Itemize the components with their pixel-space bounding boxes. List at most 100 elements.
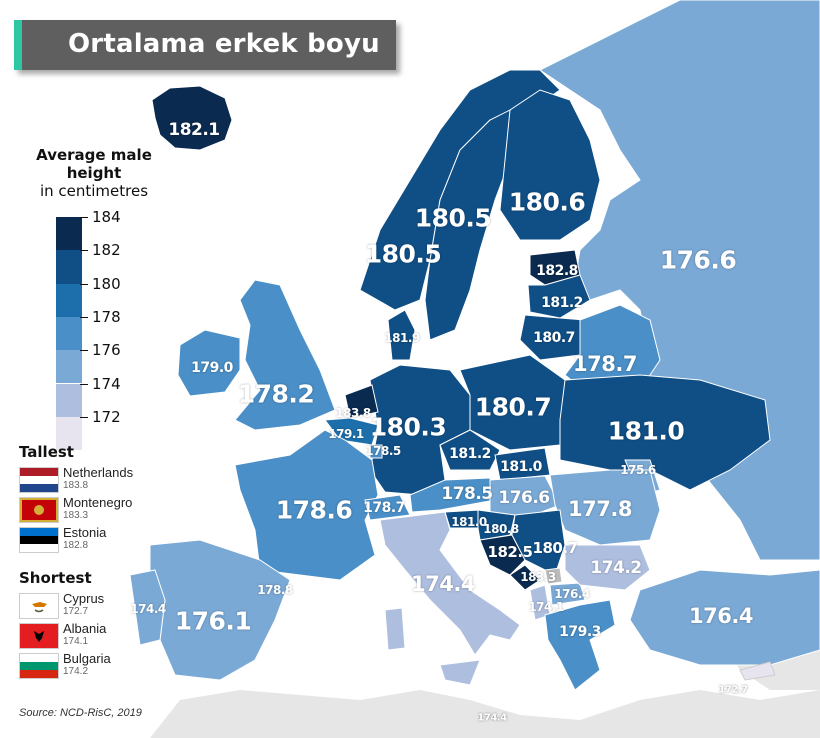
entry-value: 172.7 — [63, 606, 89, 617]
entry-country: Montenegro — [63, 495, 133, 510]
source-note: Source: NCD-RisC, 2019 — [19, 707, 142, 719]
legend-tick — [80, 283, 88, 285]
value-portugal: 174.4 — [130, 602, 166, 616]
albania-flag-icon — [19, 623, 59, 649]
value-lithuania: 180.7 — [533, 330, 575, 346]
entry-country: Estonia — [63, 525, 107, 540]
value-andorra: 178.8 — [257, 583, 293, 597]
legend-tick — [80, 350, 88, 352]
value-ireland: 179.0 — [191, 360, 233, 376]
legend-color-band — [56, 283, 82, 317]
legend-tick — [80, 416, 88, 418]
land-africa — [150, 690, 820, 738]
ranking-entry: Cyprus 172.7 — [19, 591, 169, 621]
value-finland: 180.6 — [508, 187, 586, 217]
region-switzerland — [364, 494, 411, 521]
value-latvia: 181.2 — [541, 295, 583, 311]
value-france: 178.6 — [275, 495, 353, 525]
legend-color-band — [56, 316, 82, 351]
region-greece — [544, 599, 616, 691]
value-bulgaria: 174.2 — [590, 558, 642, 578]
region-sicily — [439, 659, 481, 686]
legend-title-bold: Average male height — [36, 146, 152, 182]
entry-country: Netherlands — [63, 465, 134, 480]
region-ukraine — [559, 374, 771, 491]
ranking-entry: Estonia 182.8 — [19, 525, 169, 555]
value-uk: 178.2 — [237, 379, 315, 409]
ranking-entry: Albania 174.1 — [19, 621, 169, 651]
entry-country: Albania — [63, 621, 107, 636]
legend-tick-label: 182 — [92, 241, 121, 260]
region-ireland — [177, 329, 241, 397]
region-cyprus — [739, 661, 776, 681]
value-malta: 174.4 — [477, 712, 507, 724]
legend-tick-label: 178 — [92, 307, 121, 326]
value-albania: 174.1 — [528, 600, 564, 614]
cyprus-flag-icon — [19, 593, 59, 619]
ranking-entry: Netherlands 183.8 — [19, 465, 169, 495]
region-luxembourg — [369, 444, 383, 459]
legend-color-band — [56, 416, 82, 451]
entry-country: Bulgaria — [63, 651, 111, 666]
legend-title-normal: in centimetres — [39, 182, 149, 200]
region-uk — [234, 279, 336, 431]
value-norway: 180.5 — [364, 239, 442, 269]
region-czechia — [439, 429, 501, 471]
region-portugal — [129, 569, 166, 646]
ranking-entry: Montenegro 183.3 — [19, 495, 169, 525]
value-spain: 176.1 — [174, 606, 252, 636]
region-iceland — [151, 85, 233, 151]
value-belarus: 178.7 — [573, 352, 637, 376]
entry-value: 182.8 — [63, 540, 89, 551]
region-bosnia — [479, 534, 526, 576]
shortest-heading: Shortest — [19, 569, 92, 587]
value-switzerland: 178.7 — [363, 500, 405, 516]
legend-title: Average male height in centimetres — [20, 146, 168, 200]
value-iceland: 182.1 — [168, 120, 220, 140]
legend-tick — [80, 383, 88, 385]
value-ukraine: 181.0 — [607, 416, 685, 446]
legend-tick-label: 172 — [92, 407, 121, 426]
entry-value: 183.3 — [63, 510, 89, 521]
value-turkey: 176.4 — [689, 604, 753, 628]
value-bosnia: 182.5 — [487, 543, 533, 561]
region-netherlands — [344, 384, 379, 419]
entry-value: 174.1 — [63, 636, 89, 647]
region-france — [234, 429, 379, 581]
legend-color-band — [56, 350, 82, 384]
title-accent — [14, 20, 22, 70]
legend-tick-label: 184 — [92, 208, 121, 226]
entry-country: Cyprus — [63, 591, 105, 606]
value-estonia: 182.8 — [536, 263, 578, 279]
legend-tick-label: 174 — [92, 374, 121, 393]
page-title: Ortalama erkek boyu — [68, 29, 380, 59]
region-montenegro — [509, 564, 541, 591]
value-czechia: 181.2 — [449, 446, 491, 462]
region-north-macedonia — [549, 582, 586, 606]
entry-value: 174.2 — [63, 666, 89, 677]
value-greece: 179.3 — [559, 624, 601, 640]
value-germany: 180.3 — [369, 412, 447, 442]
legend-color-band — [56, 217, 82, 251]
value-cyprus: 172.7 — [718, 684, 748, 696]
ranking-entry: Bulgaria 174.2 — [19, 651, 169, 681]
legend-tick-label: 176 — [92, 341, 121, 360]
value-sweden: 180.5 — [414, 203, 492, 233]
region-finland — [499, 89, 601, 241]
region-bulgaria — [564, 544, 651, 591]
value-russia: 176.6 — [659, 245, 737, 275]
value-hungary: 176.6 — [498, 488, 550, 508]
legend-tick — [80, 250, 88, 252]
netherlands-flag-icon — [19, 467, 59, 493]
value-croatia: 180.8 — [483, 522, 519, 536]
montenegro-flag-icon — [19, 497, 59, 523]
value-belgium: 179.1 — [328, 427, 364, 441]
bulgaria-flag-icon — [19, 653, 59, 679]
legend-tick — [80, 217, 88, 218]
value-romania: 177.8 — [568, 497, 632, 521]
estonia-flag-icon — [19, 527, 59, 553]
value-moldova: 175.6 — [620, 463, 656, 477]
region-kosovo — [544, 567, 563, 585]
value-montenegro: 183.3 — [520, 570, 556, 584]
value-denmark: 181.9 — [384, 331, 420, 345]
